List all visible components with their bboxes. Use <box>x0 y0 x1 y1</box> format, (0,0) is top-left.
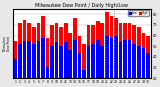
Bar <box>96 21 100 87</box>
Bar <box>36 41 40 87</box>
Bar <box>73 40 77 87</box>
Bar <box>141 33 145 87</box>
Bar <box>59 46 63 87</box>
Bar <box>18 23 22 87</box>
Bar <box>100 46 104 87</box>
Bar <box>132 44 136 87</box>
Bar <box>50 25 54 87</box>
Bar <box>41 38 45 87</box>
Bar <box>50 46 54 87</box>
Bar <box>137 46 141 87</box>
Bar <box>132 25 136 87</box>
Bar <box>82 70 86 87</box>
Bar <box>46 68 49 87</box>
Legend: Low, High: Low, High <box>128 10 149 16</box>
Bar <box>123 23 127 87</box>
Bar <box>114 35 118 87</box>
Bar <box>137 27 141 87</box>
Bar <box>91 25 95 87</box>
Bar <box>64 23 68 87</box>
Y-axis label: Milwaukee
Dew Point: Milwaukee Dew Point <box>3 36 11 51</box>
Bar <box>82 44 86 87</box>
Bar <box>23 41 26 87</box>
Bar <box>146 53 150 87</box>
Bar <box>64 42 68 87</box>
Bar <box>87 25 90 87</box>
Bar <box>119 23 122 87</box>
Bar <box>110 38 113 87</box>
Bar <box>105 12 109 87</box>
Bar <box>91 44 95 87</box>
Bar <box>128 23 132 87</box>
Bar <box>68 33 72 87</box>
Bar <box>146 35 150 87</box>
Bar <box>46 38 49 87</box>
Bar <box>78 35 81 87</box>
Bar <box>27 41 31 87</box>
Bar <box>119 42 122 87</box>
Bar <box>141 48 145 87</box>
Bar <box>87 46 90 87</box>
Bar <box>41 16 45 87</box>
Bar <box>55 23 58 87</box>
Bar <box>18 44 22 87</box>
Bar <box>96 40 100 87</box>
Bar <box>59 27 63 87</box>
Bar <box>32 44 36 87</box>
Bar <box>100 23 104 87</box>
Bar <box>105 35 109 87</box>
Bar <box>14 41 17 87</box>
Bar <box>36 23 40 87</box>
Bar <box>14 59 17 87</box>
Title: Milwaukee Dew Point / Daily High/Low: Milwaukee Dew Point / Daily High/Low <box>35 3 128 8</box>
Bar <box>123 40 127 87</box>
Bar <box>68 50 72 87</box>
Bar <box>114 18 118 87</box>
Bar <box>55 42 58 87</box>
Bar <box>27 23 31 87</box>
Bar <box>73 18 77 87</box>
Bar <box>78 53 81 87</box>
Bar <box>32 27 36 87</box>
Bar <box>110 16 113 87</box>
Bar <box>23 19 26 87</box>
Bar <box>128 40 132 87</box>
